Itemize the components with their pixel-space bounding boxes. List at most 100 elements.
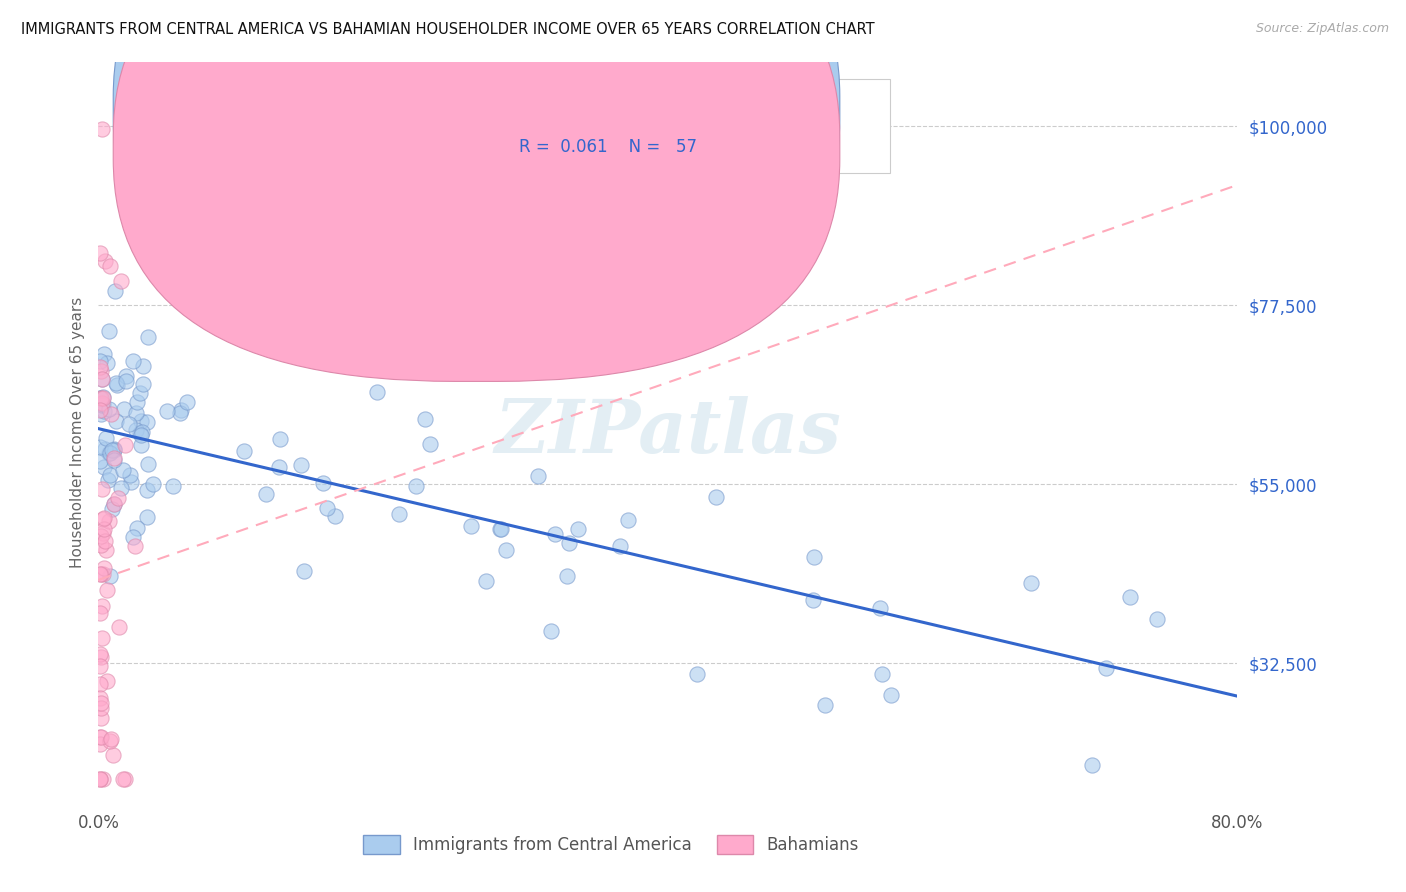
Point [125, 395, 148, 409]
Point [101, 747, 124, 762]
Point [91, 397, 114, 411]
Point [97, 474, 120, 488]
Point [135, 510, 157, 524]
FancyBboxPatch shape [114, 0, 839, 382]
Point [91, 391, 114, 405]
Point [98, 401, 121, 416]
Point [90, 364, 112, 378]
Point [97, 515, 120, 529]
Point [93, 460, 115, 475]
Point [124, 539, 146, 553]
Point [89, 403, 111, 417]
Point [103, 497, 125, 511]
Point [122, 354, 145, 368]
Point [97, 324, 120, 338]
Point [125, 406, 148, 420]
Point [366, 385, 388, 400]
Point [495, 543, 517, 558]
Point [90, 566, 112, 581]
Point [114, 438, 136, 452]
Point [108, 620, 131, 634]
Point [93, 347, 115, 361]
Text: IMMIGRANTS FROM CENTRAL AMERICA VS BAHAMIAN HOUSEHOLDER INCOME OVER 65 YEARS COR: IMMIGRANTS FROM CENTRAL AMERICA VS BAHAM… [21, 22, 875, 37]
Point [870, 667, 893, 681]
Point [131, 376, 153, 391]
Text: R = -0.712    N = 105: R = -0.712 N = 105 [519, 99, 697, 117]
Point [129, 428, 152, 442]
Point [91, 390, 114, 404]
Point [128, 386, 150, 401]
Point [89, 772, 111, 786]
Point [90, 528, 112, 542]
FancyBboxPatch shape [429, 78, 890, 173]
Point [122, 530, 145, 544]
Point [90, 711, 112, 725]
Point [323, 508, 346, 523]
Point [101, 502, 124, 516]
Point [96, 543, 118, 558]
Point [156, 404, 179, 418]
Point [135, 483, 157, 497]
Point [90, 407, 112, 421]
Point [89, 391, 111, 405]
Point [120, 475, 142, 490]
Point [101, 443, 124, 458]
Point [91, 396, 114, 410]
Point [136, 330, 159, 344]
Point [233, 444, 256, 458]
Point [103, 442, 125, 457]
Point [803, 550, 825, 565]
Point [103, 497, 125, 511]
Point [136, 415, 159, 429]
Point [1146, 612, 1168, 626]
Point [316, 500, 339, 515]
Point [114, 772, 136, 786]
Point [90, 650, 112, 665]
Point [91, 512, 114, 526]
Point [89, 691, 111, 706]
Point [90, 731, 112, 745]
Point [104, 284, 127, 298]
Point [91, 372, 114, 386]
Point [98, 446, 121, 460]
Point [93, 522, 115, 536]
Point [474, 574, 496, 589]
Point [880, 689, 903, 703]
Point [170, 403, 193, 417]
Point [1095, 661, 1118, 675]
Point [90, 398, 112, 412]
Point [269, 432, 291, 446]
Point [136, 458, 159, 472]
Y-axis label: Householder Income Over 65 years: Householder Income Over 65 years [69, 297, 84, 568]
Point [616, 513, 638, 527]
Point [98, 446, 121, 460]
Point [94, 442, 117, 457]
Point [89, 731, 111, 745]
Point [107, 491, 129, 505]
Point [118, 467, 141, 482]
Point [93, 566, 115, 581]
Point [91, 121, 114, 136]
FancyBboxPatch shape [114, 0, 839, 343]
Point [89, 737, 111, 751]
Point [115, 368, 138, 383]
Point [814, 698, 837, 712]
Point [100, 407, 122, 421]
Point [104, 414, 127, 428]
Point [567, 522, 589, 536]
Point [89, 440, 111, 454]
Point [176, 394, 198, 409]
Point [93, 511, 115, 525]
Point [132, 359, 155, 373]
Point [112, 402, 135, 417]
Point [162, 479, 184, 493]
Point [89, 454, 111, 468]
Point [110, 481, 132, 495]
Point [93, 561, 115, 575]
Point [91, 772, 114, 786]
Point [125, 423, 148, 437]
Point [98, 569, 121, 583]
Point [98, 734, 121, 748]
Point [114, 374, 136, 388]
Point [100, 732, 122, 747]
